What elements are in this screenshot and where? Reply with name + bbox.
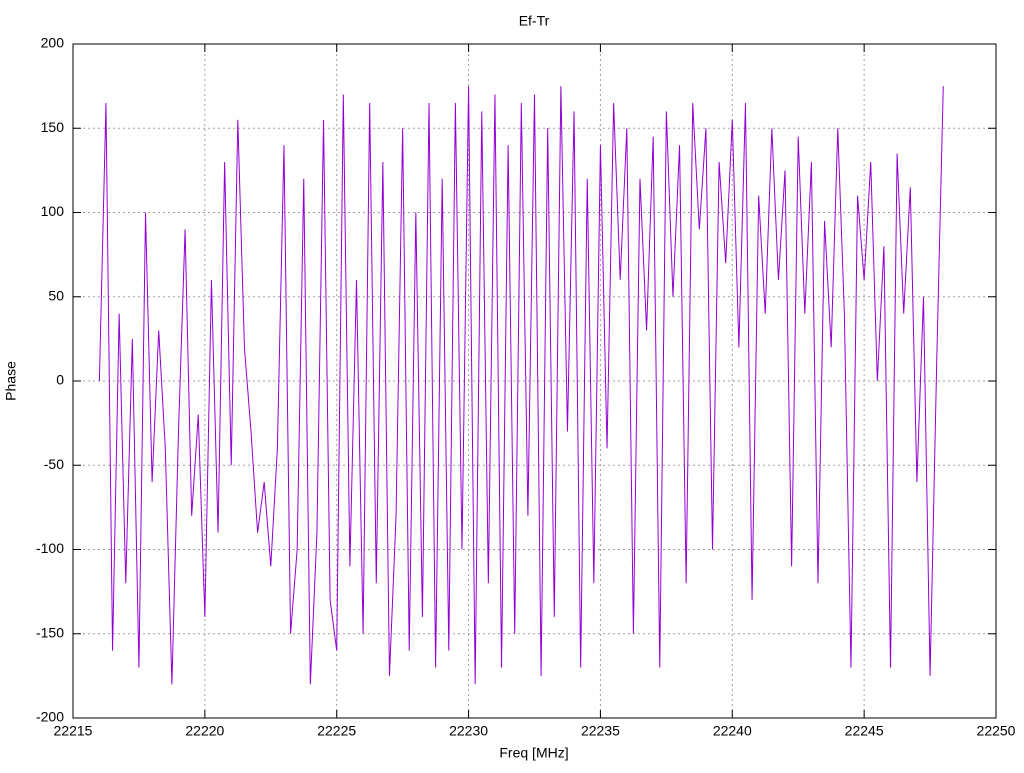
x-tick-label: 22240 — [713, 723, 752, 739]
x-tick-label: 22245 — [845, 723, 884, 739]
x-tick-label: 22250 — [977, 723, 1016, 739]
y-tick-label: -200 — [36, 709, 64, 725]
y-tick-label: -100 — [36, 540, 64, 556]
plot-border — [72, 43, 997, 719]
x-tick-label: 22215 — [54, 723, 93, 739]
y-tick-label: 200 — [41, 35, 65, 51]
x-tick-label: 22220 — [185, 723, 224, 739]
data-line — [98, 86, 944, 685]
x-tick-label: 22230 — [449, 723, 488, 739]
x-axis-label: Freq [MHz] — [499, 745, 568, 761]
y-tick-label: -150 — [36, 624, 64, 640]
y-axis-label: Phase — [3, 361, 19, 401]
y-tick-label: 0 — [56, 372, 64, 388]
y-tick-label: 50 — [48, 287, 64, 303]
x-tick-label: 22225 — [317, 723, 356, 739]
chart-title: Ef-Tr — [519, 13, 550, 29]
y-tick-label: -50 — [44, 456, 64, 472]
x-tick-label: 22235 — [581, 723, 620, 739]
y-tick-label: 100 — [41, 203, 65, 219]
y-tick-label: 150 — [41, 119, 65, 135]
